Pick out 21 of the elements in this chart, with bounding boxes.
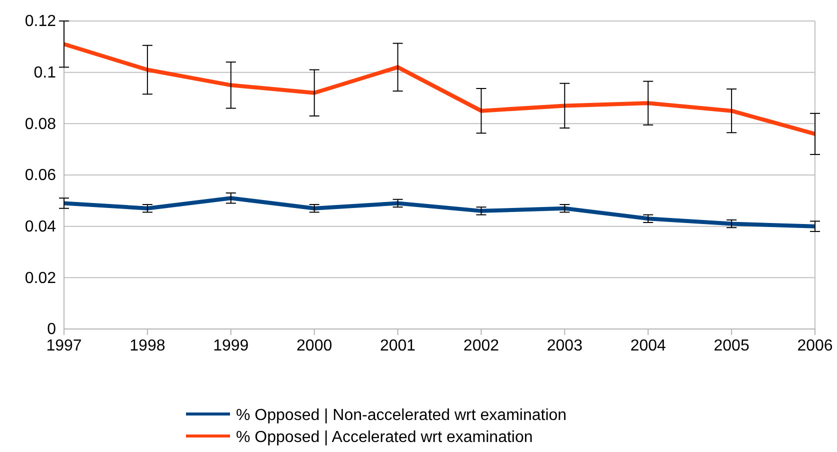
x-tick-label: 2006 <box>797 337 833 354</box>
x-tick-label: 1998 <box>130 337 166 354</box>
x-tick-label: 2005 <box>714 337 750 354</box>
line-series <box>62 42 817 136</box>
x-tick-label: 2004 <box>630 337 666 354</box>
y-tick-label: 0.12 <box>24 13 56 30</box>
x-tick-label: 1999 <box>213 337 249 354</box>
y-tick-label: 0.08 <box>24 116 56 133</box>
x-tick-label: 2000 <box>296 337 332 354</box>
y-tick-label: 0 <box>47 321 56 338</box>
legend-label: % Opposed | Non-accelerated wrt examination <box>236 407 567 424</box>
y-tick-label: 0.1 <box>34 64 56 82</box>
line-series <box>62 196 817 228</box>
legend-label: % Opposed | Accelerated wrt examination <box>236 429 533 446</box>
y-tick-label: 0.04 <box>24 218 56 236</box>
x-tick-label: 2003 <box>546 337 583 354</box>
x-tick-label: 2001 <box>380 337 416 354</box>
y-tick-label: 0.06 <box>24 167 56 184</box>
x-tick-label: 1997 <box>46 337 82 354</box>
x-tick-label: 2002 <box>463 337 500 354</box>
y-tick-label: 0.02 <box>24 270 56 287</box>
